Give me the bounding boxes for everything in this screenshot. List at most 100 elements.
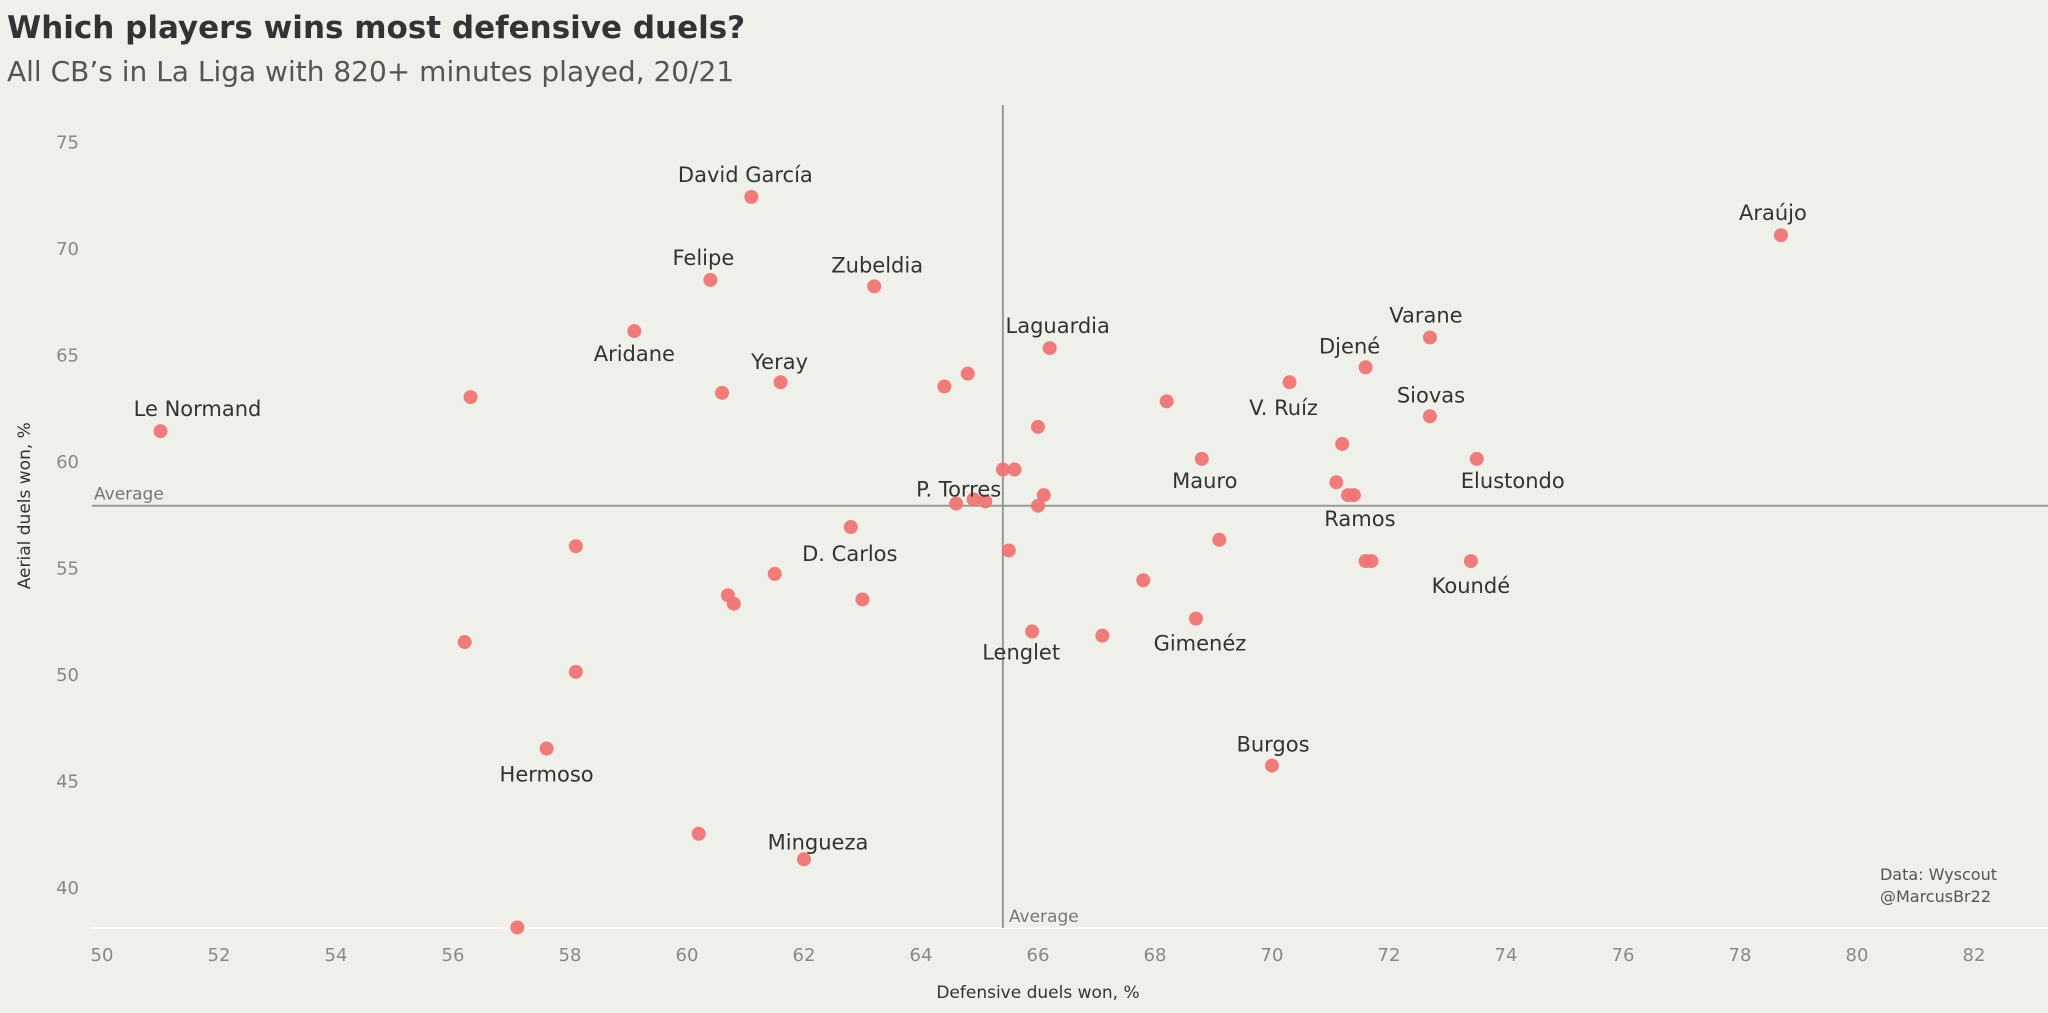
credit-author: @MarcusBr22 [1879,887,1991,906]
x-tick-label: 62 [793,945,816,966]
data-point [715,385,730,400]
point-label: David García [678,163,813,187]
data-point [1463,554,1478,569]
point-label: V. Ruíz [1249,396,1318,420]
data-point [978,494,993,509]
credit-block: Data: Wyscout @MarcusBr22 [1880,864,1997,908]
data-point [744,189,759,204]
y-tick-label: 40 [56,878,79,899]
data-point [457,635,472,650]
point-label: Araújo [1739,201,1807,225]
data-point [627,324,642,339]
x-tick-label: 74 [1495,945,1518,966]
point-label: Ramos [1324,507,1395,531]
data-point [1095,628,1110,643]
point-label: Djené [1319,334,1380,358]
point-label: D. Carlos [802,542,897,566]
point-label: P. Torres [916,477,1001,501]
x-tick-label: 64 [910,945,933,966]
data-point [1188,611,1203,626]
data-point [855,592,870,607]
data-point [1159,394,1174,409]
x-tick-label: 60 [676,945,699,966]
point-label: Gimenéz [1154,632,1247,656]
data-point [1282,375,1297,390]
y-tick-label: 45 [56,772,79,793]
chart-subtitle: All CB’s in La Liga with 820+ minutes pl… [7,55,735,88]
data-point [949,496,964,511]
x-tick-label: 78 [1729,945,1752,966]
data-point [1001,543,1016,558]
data-point [703,272,718,287]
data-point [1007,462,1022,477]
point-label: Zubeldia [831,253,923,277]
data-point [767,566,782,581]
data-point [1346,488,1361,503]
x-tick-label: 76 [1612,945,1635,966]
data-point [1136,573,1151,588]
data-point [1194,451,1209,466]
data-point [510,920,525,935]
y-tick-label: 50 [56,665,79,686]
data-point [1358,360,1373,375]
data-point [1422,330,1437,345]
chart-title: Which players wins most defensive duels? [7,10,746,46]
data-point [1329,475,1344,490]
data-point [1364,554,1379,569]
point-label: Mauro [1172,469,1237,493]
average-y-label: Average [94,485,164,505]
data-point [1773,228,1788,243]
data-point [1212,532,1227,547]
data-point [153,424,168,439]
data-point [691,826,706,841]
data-point [1031,419,1045,434]
y-tick-label: 75 [56,133,79,154]
data-point [1036,488,1051,503]
data-point [463,390,478,405]
point-label: Aridane [594,342,675,366]
data-point [937,379,952,394]
data-point [539,741,554,756]
y-tick-label: 70 [56,239,79,260]
point-label: Yeray [750,350,808,374]
data-point [1265,758,1279,773]
point-label: Mingueza [768,830,869,854]
x-tick-label: 80 [1846,945,1869,966]
point-label: Felipe [673,246,735,270]
point-label: Burgos [1236,733,1309,757]
y-tick-label: 55 [56,559,79,580]
data-point [568,539,583,554]
x-tick-label: 50 [91,945,114,966]
x-tick-label: 68 [1144,945,1167,966]
x-tick-label: 70 [1261,945,1284,966]
data-point [568,664,583,679]
data-point [960,366,975,381]
data-point [995,462,1010,477]
x-tick-label: 52 [208,945,231,966]
x-tick-label: 66 [1027,945,1050,966]
point-label: Laguardia [1006,314,1110,338]
point-label: Siovas [1397,383,1465,407]
x-tick-label: 56 [442,945,465,966]
y-tick-label: 60 [56,452,79,473]
data-point [966,492,981,507]
x-tick-label: 82 [1963,945,1986,966]
x-tick-label: 54 [325,945,348,966]
data-point [867,279,882,294]
data-point [773,375,788,390]
x-tick-label: 72 [1378,945,1401,966]
y-tick-label: 65 [56,346,79,367]
x-tick-label: 58 [559,945,582,966]
point-label: Hermoso [500,763,594,787]
data-point [1031,498,1045,513]
data-point [797,852,811,867]
data-point [843,520,858,535]
average-x-label: Average [1009,907,1079,927]
point-label: Koundé [1432,574,1510,598]
point-label: Varane [1389,303,1462,327]
data-point [726,596,741,611]
x-axis-title: Defensive duels won, % [936,983,1139,1003]
data-point [1025,624,1040,639]
point-label: Lenglet [982,640,1060,664]
